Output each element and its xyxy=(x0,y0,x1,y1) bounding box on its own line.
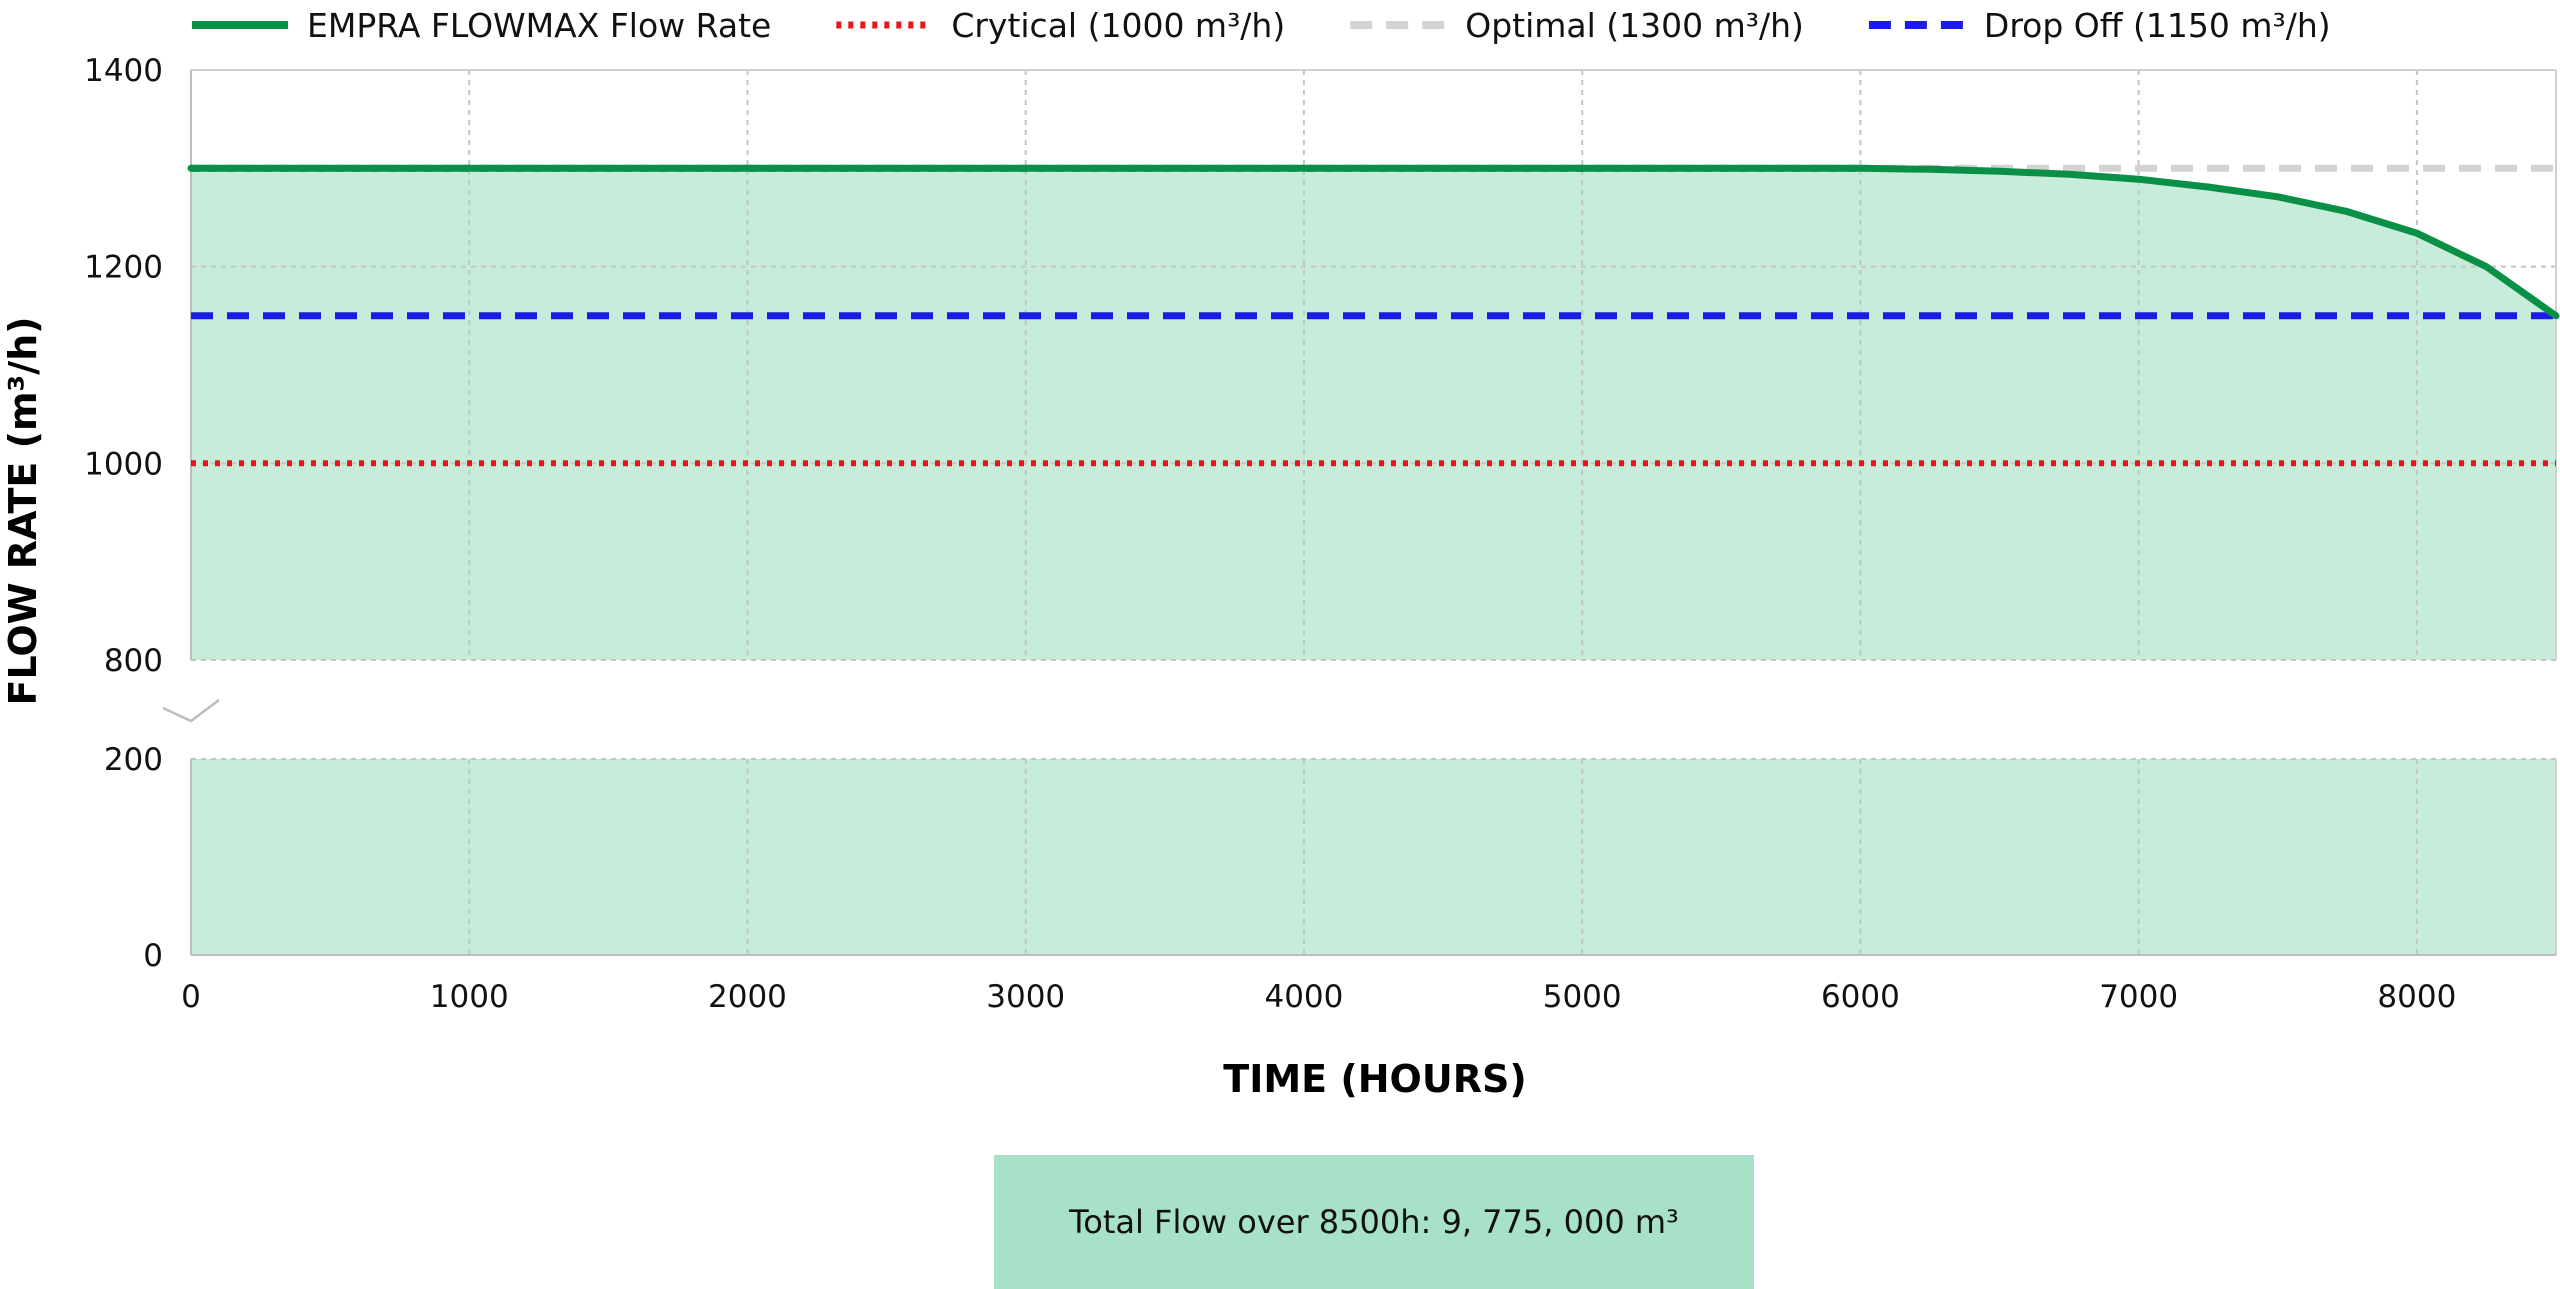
y-tick-label-1200: 1200 xyxy=(84,250,163,286)
x-tick-label-0: 0 xyxy=(181,979,201,1015)
area-fill-upper xyxy=(191,168,2556,661)
total-flow-annotation: Total Flow over 8500h: 9, 775, 000 m³ xyxy=(994,1155,1754,1289)
y-tick-label-0: 0 xyxy=(143,938,163,974)
x-tick-label-8000: 8000 xyxy=(2377,979,2456,1015)
y-tick-label-1000: 1000 xyxy=(84,446,163,482)
legend: EMPRA FLOWMAX Flow Rate Crytical (1000 m³… xyxy=(192,6,2331,45)
y-tick-label-1400: 1400 xyxy=(84,53,163,89)
y-axis-title: FLOW RATE (m³/h) xyxy=(1,317,45,706)
area-fill-lower xyxy=(191,759,2556,955)
x-tick-label-6000: 6000 xyxy=(1821,979,1900,1015)
x-tick-label-1000: 1000 xyxy=(430,979,509,1015)
x-tick-label-2000: 2000 xyxy=(708,979,787,1015)
legend-label-2: Optimal (1300 m³/h) xyxy=(1465,6,1804,45)
y-tick-label-200: 200 xyxy=(104,742,163,778)
total-flow-box xyxy=(994,1155,1754,1289)
x-tick-label-4000: 4000 xyxy=(1264,979,1343,1015)
x-tick-label-5000: 5000 xyxy=(1543,979,1622,1015)
y-tick-label-800: 800 xyxy=(104,643,163,679)
x-axis-title: TIME (HOURS) xyxy=(1223,1057,1526,1101)
legend-label-0: EMPRA FLOWMAX Flow Rate xyxy=(307,6,771,45)
axis-break-mark xyxy=(162,699,220,723)
x-tick-label-3000: 3000 xyxy=(986,979,1065,1015)
legend-label-3: Drop Off (1150 m³/h) xyxy=(1984,6,2331,45)
axes xyxy=(162,69,2557,956)
x-tick-label-7000: 7000 xyxy=(2099,979,2178,1015)
plot-area xyxy=(162,69,2560,956)
grid-lines xyxy=(191,69,2556,955)
legend-label-1: Crytical (1000 m³/h) xyxy=(951,6,1285,45)
series-lines xyxy=(187,164,2560,467)
tick-labels: 0 1000 2000 3000 4000 5000 6000 7000 8000 0 200 800… xyxy=(84,53,2456,1015)
total-flow-text: Total Flow over 8500h: 9, 775, 000 m³ xyxy=(1068,1203,1679,1241)
area-fills xyxy=(191,168,2556,955)
